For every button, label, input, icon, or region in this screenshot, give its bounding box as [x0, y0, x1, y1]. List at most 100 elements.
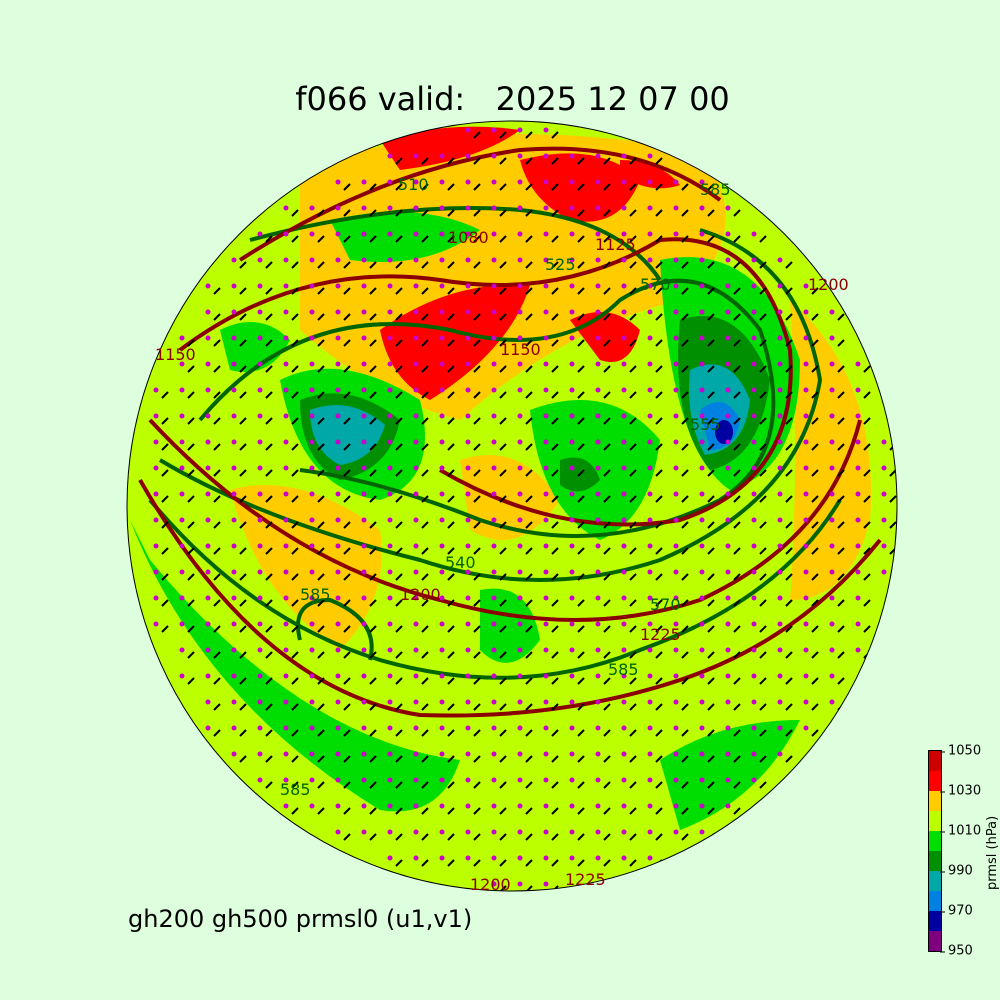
wind-barb — [421, 755, 429, 763]
wind-barb — [525, 573, 533, 581]
wind-barb — [473, 391, 481, 399]
wind-barb — [655, 469, 663, 477]
wind-barb — [525, 313, 533, 321]
station-point — [699, 309, 705, 315]
wind-barb — [291, 235, 299, 243]
wind-barb — [785, 729, 793, 737]
station-point — [205, 413, 211, 419]
station-point — [309, 543, 315, 549]
wind-barb — [395, 443, 403, 451]
wind-barb — [655, 261, 663, 269]
wind-barb — [759, 235, 767, 243]
contour-label: 555 — [690, 415, 721, 434]
wind-barb — [759, 391, 767, 399]
station-point — [517, 777, 523, 783]
station-point — [699, 595, 705, 601]
wind-barb — [421, 313, 429, 321]
wind-barb — [213, 417, 221, 425]
wind-barb — [213, 339, 221, 347]
wind-barb — [577, 755, 585, 763]
wind-barb — [421, 573, 429, 581]
station-point — [751, 751, 757, 757]
station-point — [465, 335, 471, 341]
wind-barb — [421, 781, 429, 789]
station-point — [491, 673, 497, 679]
wind-barb — [265, 729, 273, 737]
station-point — [543, 231, 549, 237]
wind-barb — [525, 599, 533, 607]
station-point — [673, 387, 679, 393]
station-point — [543, 387, 549, 393]
wind-barb — [265, 443, 273, 451]
wind-barb — [629, 313, 637, 321]
wind-barb — [239, 287, 247, 295]
station-point — [647, 543, 653, 549]
wind-barb — [213, 391, 221, 399]
station-point — [153, 439, 159, 445]
station-point — [439, 855, 445, 861]
station-point — [673, 751, 679, 757]
station-point — [543, 699, 549, 705]
wind-barb — [863, 417, 871, 425]
wind-barb — [369, 209, 377, 217]
station-point — [205, 621, 211, 627]
station-point — [517, 283, 523, 289]
station-point — [569, 569, 575, 575]
wind-barb — [395, 651, 403, 659]
wind-barb — [213, 443, 221, 451]
wind-barb — [707, 599, 715, 607]
wind-barb — [395, 677, 403, 685]
wind-barb — [499, 599, 507, 607]
wind-barb — [343, 417, 351, 425]
station-point — [179, 335, 185, 341]
station-point — [673, 205, 679, 211]
wind-barb — [655, 521, 663, 529]
wind-barb — [577, 521, 585, 529]
wind-barb — [759, 625, 767, 633]
station-point — [725, 309, 731, 315]
wind-barb — [655, 625, 663, 633]
wind-barb — [707, 495, 715, 503]
wind-barb — [629, 391, 637, 399]
station-point — [465, 413, 471, 419]
station-point — [413, 439, 419, 445]
wind-barb — [343, 443, 351, 451]
station-point — [647, 361, 653, 367]
wind-barb — [161, 391, 169, 399]
wind-barb — [603, 157, 611, 165]
station-point — [647, 777, 653, 783]
wind-barb — [525, 157, 533, 165]
station-point — [569, 543, 575, 549]
wind-barb — [837, 365, 845, 373]
station-point — [881, 439, 887, 445]
station-point — [725, 699, 731, 705]
station-point — [777, 283, 783, 289]
station-point — [517, 595, 523, 601]
wind-barb — [603, 287, 611, 295]
station-point — [231, 569, 237, 575]
wind-barb — [759, 287, 767, 295]
wind-barb — [837, 469, 845, 477]
station-point — [387, 179, 393, 185]
station-point — [361, 829, 367, 835]
station-point — [335, 829, 341, 835]
station-point — [543, 803, 549, 809]
wind-barb — [447, 339, 455, 347]
wind-barb — [213, 547, 221, 555]
wind-barb — [603, 651, 611, 659]
wind-barb — [187, 547, 195, 555]
wind-barb — [369, 417, 377, 425]
wind-barb — [629, 443, 637, 451]
station-point — [803, 387, 809, 393]
station-point — [595, 855, 601, 861]
wind-barb — [291, 599, 299, 607]
station-point — [725, 621, 731, 627]
station-point — [543, 881, 549, 887]
wind-barb — [369, 729, 377, 737]
station-point — [829, 491, 835, 497]
wind-barb — [343, 313, 351, 321]
station-point — [595, 283, 601, 289]
wind-barb — [499, 131, 507, 139]
station-point — [413, 647, 419, 653]
station-point — [231, 751, 237, 757]
